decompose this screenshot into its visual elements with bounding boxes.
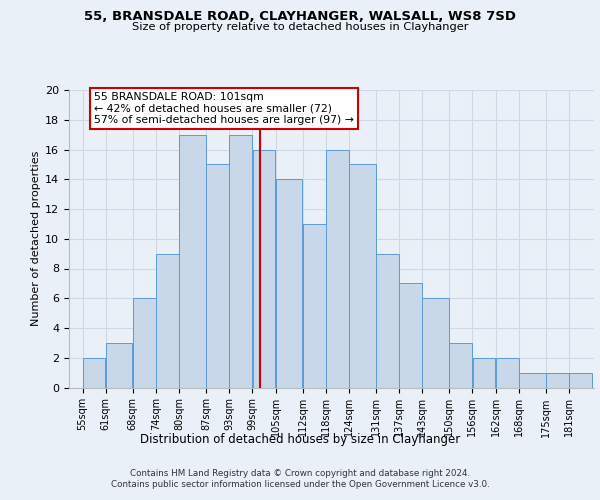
Bar (569, 372, 592, 388)
Text: Size of property relative to detached houses in Clayhanger: Size of property relative to detached ho… (132, 22, 468, 32)
Y-axis label: Number of detached properties: Number of detached properties (31, 151, 41, 326)
Bar (496, 358, 518, 388)
Bar (376, 254, 399, 388)
Text: 55, BRANSDALE ROAD, CLAYHANGER, WALSALL, WS8 7SD: 55, BRANSDALE ROAD, CLAYHANGER, WALSALL,… (84, 10, 516, 23)
Bar (229, 134, 252, 388)
Bar (449, 343, 472, 388)
Bar (422, 298, 449, 388)
Bar (106, 343, 133, 388)
Text: 55 BRANSDALE ROAD: 101sqm
← 42% of detached houses are smaller (72)
57% of semi-: 55 BRANSDALE ROAD: 101sqm ← 42% of detac… (94, 92, 354, 126)
Text: Contains HM Land Registry data © Crown copyright and database right 2024.: Contains HM Land Registry data © Crown c… (130, 469, 470, 478)
Bar (303, 224, 326, 388)
Text: Contains public sector information licensed under the Open Government Licence v3: Contains public sector information licen… (110, 480, 490, 489)
Bar (349, 164, 376, 388)
Bar (179, 134, 206, 388)
Bar (326, 150, 349, 388)
Bar (519, 372, 545, 388)
Bar (156, 254, 179, 388)
Bar (276, 180, 302, 388)
Bar (206, 164, 229, 388)
Bar (399, 284, 422, 388)
Bar (133, 298, 155, 388)
Bar (253, 150, 275, 388)
Bar (546, 372, 569, 388)
Text: Distribution of detached houses by size in Clayhanger: Distribution of detached houses by size … (140, 432, 460, 446)
Bar (473, 358, 496, 388)
Bar (83, 358, 106, 388)
